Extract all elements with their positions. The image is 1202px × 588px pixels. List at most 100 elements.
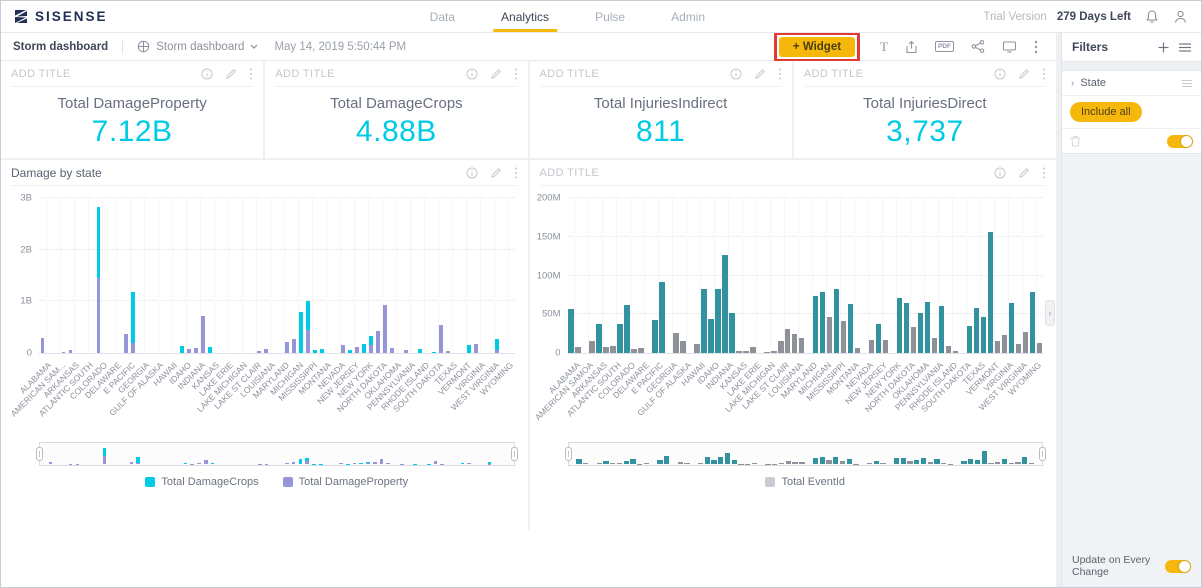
more-options-icon[interactable] — [514, 167, 518, 179]
info-icon[interactable] — [466, 68, 478, 80]
bar[interactable] — [208, 346, 213, 353]
more-options-icon[interactable] — [1034, 40, 1038, 54]
bar[interactable] — [743, 350, 749, 353]
add-filter-icon[interactable] — [1158, 42, 1169, 53]
more-options-icon[interactable] — [1042, 167, 1046, 179]
bar[interactable] — [320, 348, 325, 353]
bar[interactable] — [994, 340, 1001, 353]
bar[interactable] — [987, 232, 994, 353]
bar[interactable] — [652, 319, 658, 353]
bar[interactable] — [362, 343, 367, 353]
bar[interactable] — [973, 308, 980, 353]
chart-navigator[interactable] — [36, 442, 518, 466]
edit-pencil-icon[interactable] — [490, 68, 502, 80]
bar[interactable] — [603, 346, 609, 353]
info-icon[interactable] — [994, 167, 1006, 179]
widget-title-placeholder[interactable]: ADD TITLE — [275, 67, 335, 80]
bar[interactable] — [341, 345, 346, 353]
edit-pencil-icon[interactable] — [1018, 167, 1030, 179]
bar[interactable] — [764, 352, 770, 353]
bar[interactable] — [264, 348, 269, 353]
bar[interactable] — [736, 351, 742, 353]
more-options-icon[interactable] — [778, 68, 782, 80]
tab-pulse[interactable]: Pulse — [595, 9, 626, 24]
bar[interactable] — [715, 288, 721, 353]
bar[interactable] — [694, 344, 700, 353]
bar[interactable] — [439, 324, 443, 353]
bar[interactable] — [673, 332, 679, 353]
dashboard-selector[interactable]: Storm dashboard — [137, 40, 258, 53]
filters-menu-icon[interactable] — [1179, 42, 1191, 52]
notifications-bell-icon[interactable] — [1145, 9, 1159, 24]
bar[interactable] — [467, 345, 471, 353]
edit-pencil-icon[interactable] — [754, 68, 766, 80]
bar[interactable] — [201, 315, 206, 353]
bar[interactable] — [1022, 332, 1029, 353]
filter-drag-handle-icon[interactable] — [1182, 79, 1192, 87]
bar[interactable] — [131, 291, 136, 343]
update-on-change-toggle[interactable] — [1165, 559, 1191, 573]
bar[interactable] — [680, 341, 686, 353]
legend-item[interactable]: Total DamageProperty — [282, 476, 408, 488]
bar[interactable] — [432, 351, 436, 353]
bar[interactable] — [390, 347, 395, 353]
bar[interactable] — [124, 333, 129, 353]
bar[interactable] — [1008, 303, 1015, 353]
bar[interactable] — [306, 301, 311, 330]
legend-item[interactable]: Total DamageCrops — [145, 476, 259, 488]
bar[interactable] — [624, 304, 630, 353]
bar[interactable] — [750, 346, 756, 353]
bar[interactable] — [257, 351, 262, 353]
bar[interactable] — [840, 321, 847, 353]
bar[interactable] — [1015, 344, 1022, 353]
info-icon[interactable] — [730, 68, 742, 80]
bar[interactable] — [729, 312, 735, 353]
bar[interactable] — [631, 349, 637, 353]
bar[interactable] — [896, 297, 903, 353]
bar[interactable] — [910, 326, 917, 353]
bar[interactable] — [596, 324, 602, 353]
bar[interactable] — [785, 328, 791, 353]
info-icon[interactable] — [201, 68, 213, 80]
bar[interactable] — [792, 333, 798, 353]
bar[interactable] — [617, 323, 623, 353]
more-options-icon[interactable] — [1042, 68, 1046, 80]
bar[interactable] — [383, 305, 388, 353]
bar[interactable] — [771, 351, 777, 353]
bar[interactable] — [847, 304, 854, 353]
bar[interactable] — [638, 347, 644, 353]
bar[interactable] — [187, 349, 192, 353]
bar[interactable] — [826, 316, 833, 353]
bar[interactable] — [474, 344, 478, 353]
info-icon[interactable] — [994, 68, 1006, 80]
export-pdf-icon[interactable]: PDF — [935, 41, 954, 52]
bar[interactable] — [355, 346, 360, 353]
export-image-icon[interactable] — [905, 40, 918, 54]
bar[interactable] — [418, 349, 423, 353]
filter-enabled-toggle[interactable] — [1167, 134, 1193, 148]
bar[interactable] — [68, 349, 73, 353]
widget-title-placeholder[interactable]: ADD TITLE — [539, 67, 600, 80]
bar[interactable] — [924, 301, 931, 353]
bar[interactable] — [299, 311, 304, 353]
navigator-right-handle[interactable] — [1039, 447, 1046, 461]
bar[interactable] — [659, 281, 665, 353]
bar[interactable] — [96, 278, 101, 353]
bar[interactable] — [903, 302, 910, 353]
share-icon[interactable] — [971, 40, 985, 53]
navigator-right-handle[interactable] — [510, 447, 518, 461]
bar[interactable] — [833, 288, 840, 353]
bar[interactable] — [799, 338, 805, 353]
bar[interactable] — [40, 337, 45, 353]
bar[interactable] — [980, 317, 987, 353]
bar[interactable] — [369, 345, 374, 353]
edit-pencil-icon[interactable] — [490, 167, 502, 179]
bar[interactable] — [882, 339, 889, 353]
widget-title[interactable]: ADD TITLE — [539, 166, 600, 179]
bar[interactable] — [854, 348, 861, 353]
breadcrumb[interactable]: Storm dashboard — [13, 40, 109, 53]
bar[interactable] — [1036, 342, 1043, 353]
present-monitor-icon[interactable] — [1002, 40, 1017, 53]
add-widget-button[interactable]: + Widget — [778, 36, 856, 57]
bar[interactable] — [348, 350, 353, 353]
